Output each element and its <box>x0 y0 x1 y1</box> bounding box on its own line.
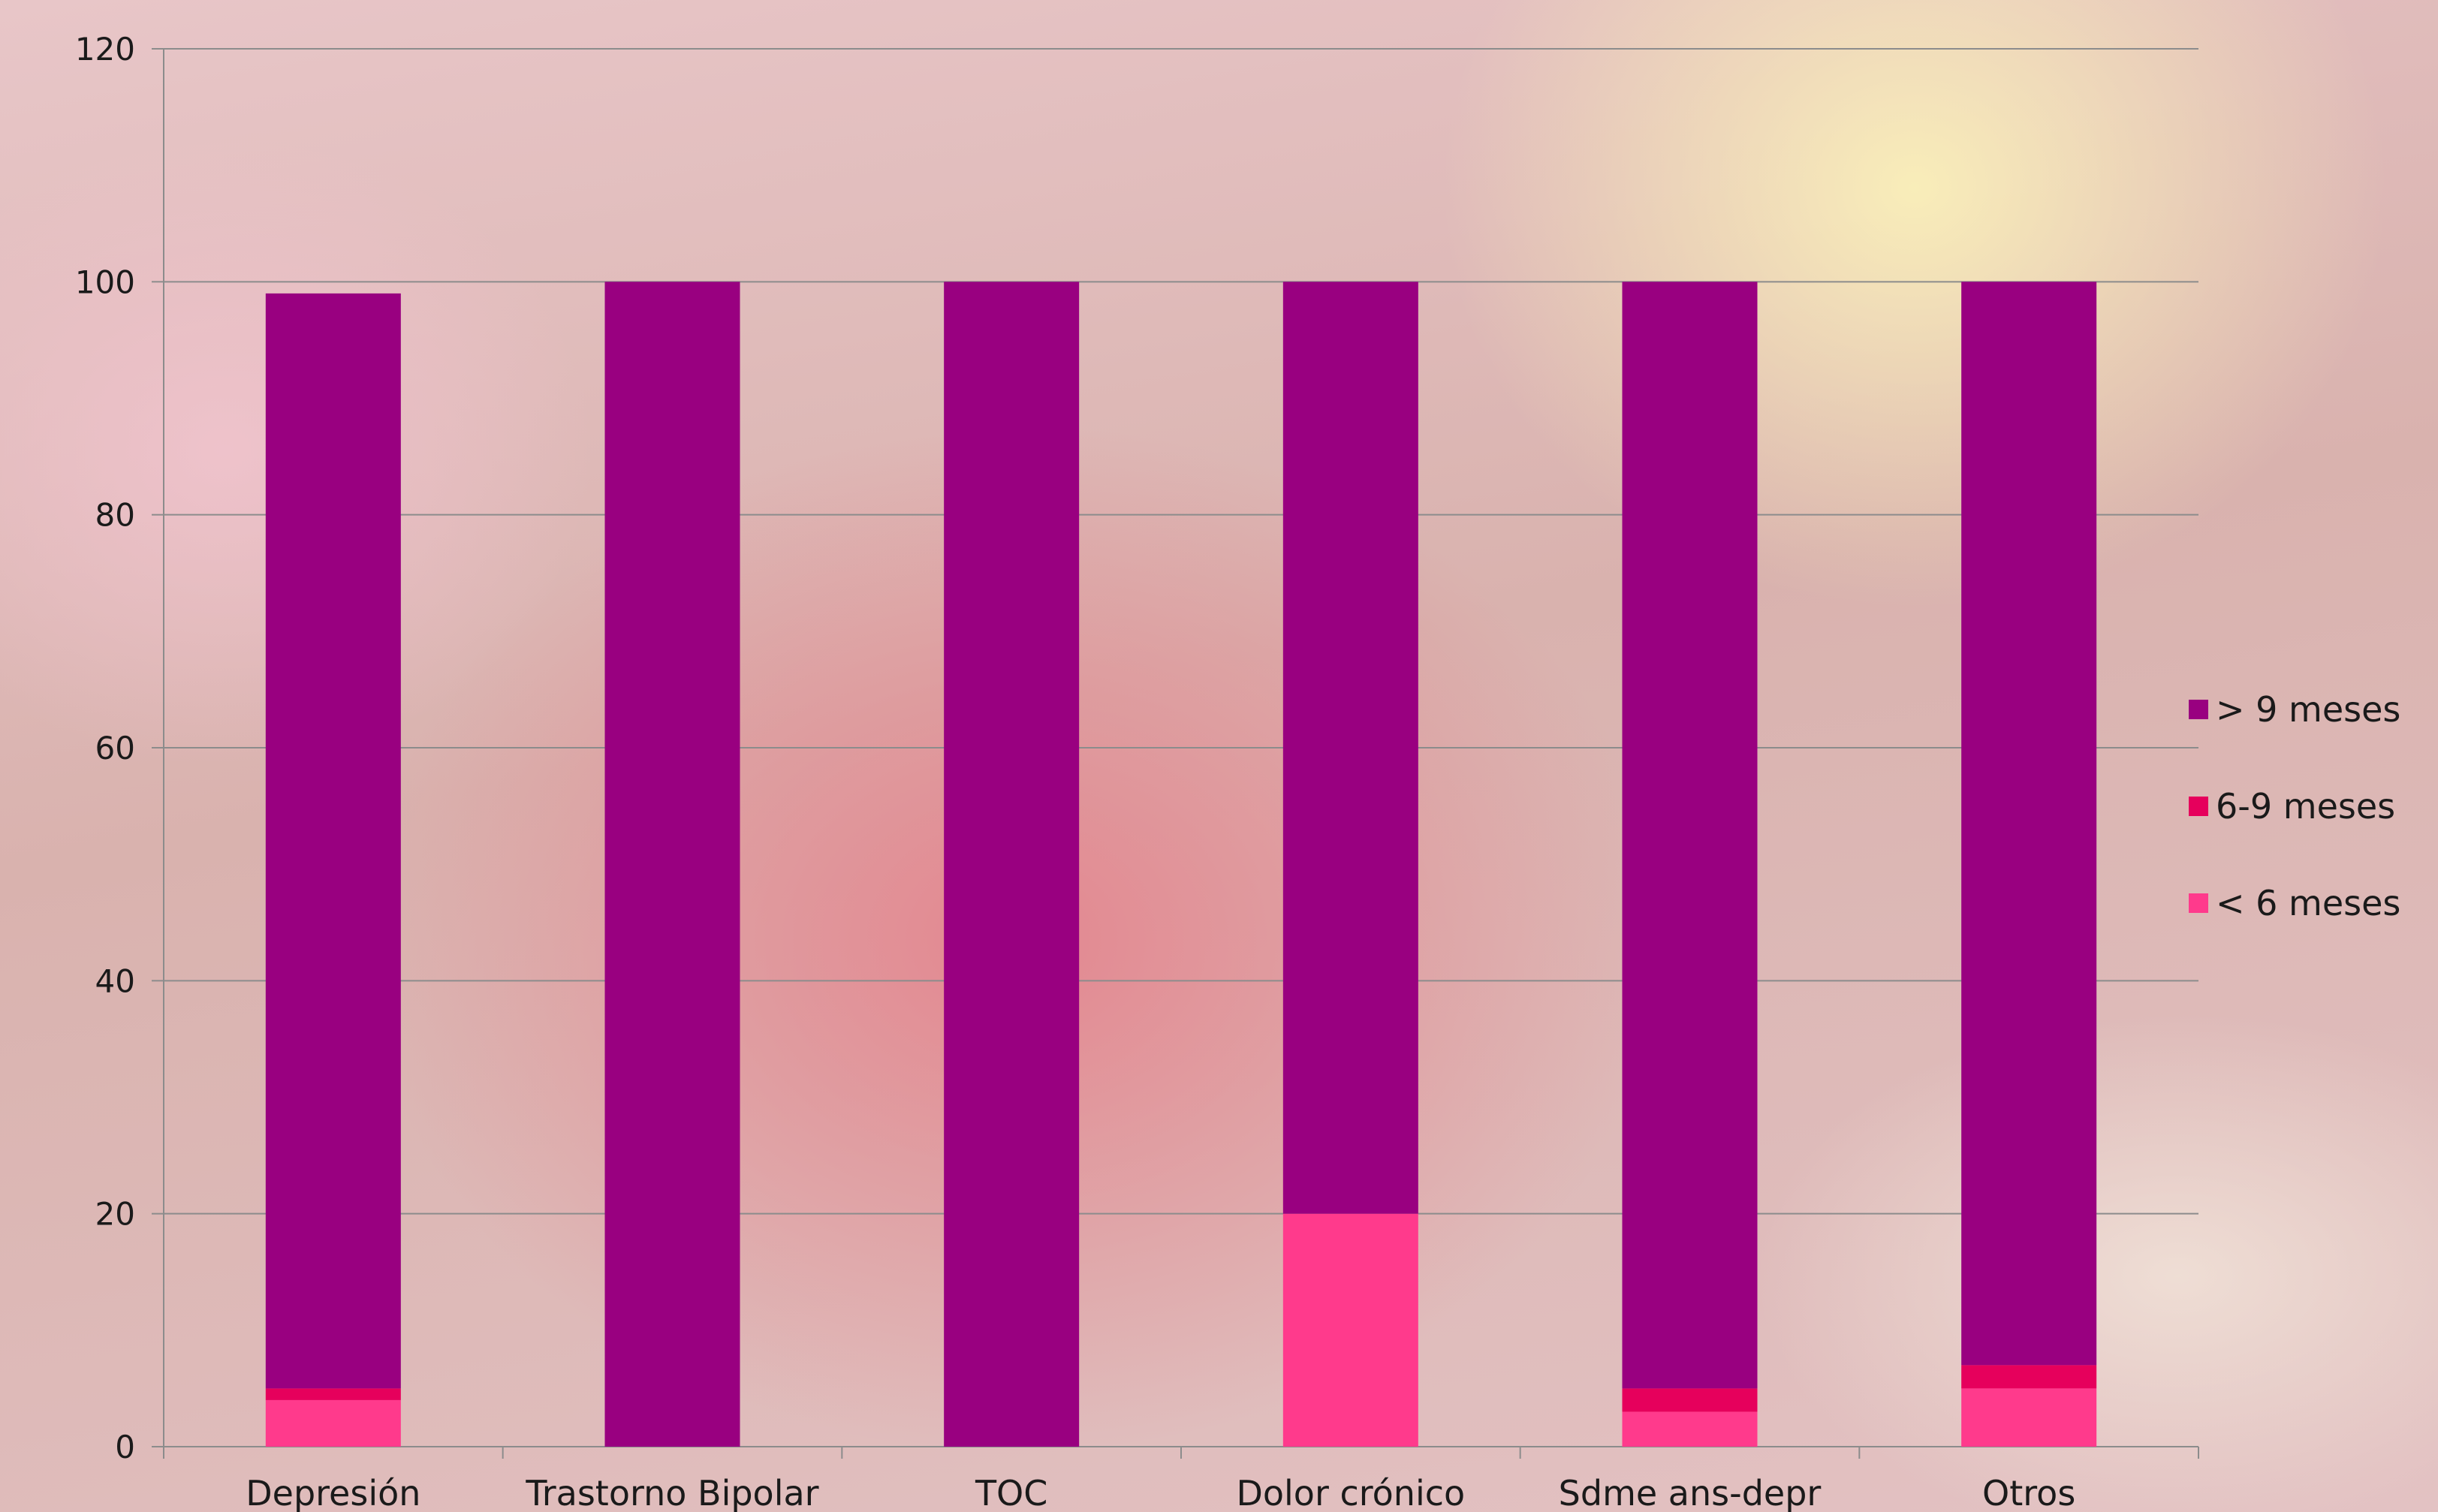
x-category-labels: Depresión Trastorno Bipolar TOC Dolor cróni… <box>246 1473 2075 1512</box>
legend-swatch <box>2189 797 2208 816</box>
legend-swatch <box>2189 700 2208 719</box>
x-category-label: Sdme ans-depr <box>1559 1473 1822 1512</box>
legend: > 9 meses 6-9 meses < 6 meses <box>2189 689 2400 923</box>
legend-label: < 6 meses <box>2216 883 2400 923</box>
y-tick-label: 40 <box>95 962 135 999</box>
bar-segment <box>604 282 740 1447</box>
bar-segment <box>1961 282 2097 1366</box>
bars <box>265 282 2097 1447</box>
y-tick-label: 20 <box>95 1196 135 1233</box>
y-tick-label: 100 <box>75 264 135 300</box>
x-category-label: TOC <box>975 1473 1047 1512</box>
legend-swatch <box>2189 893 2208 913</box>
y-tick-label: 120 <box>75 31 135 68</box>
y-tick-label: 60 <box>95 730 135 767</box>
bar-segment <box>265 1388 401 1400</box>
bar-segment <box>1282 282 1418 1214</box>
x-category-label: Otros <box>1982 1473 2075 1512</box>
y-tick-label: 80 <box>95 497 135 534</box>
bar-segment <box>944 282 1080 1447</box>
x-category-label: Depresión <box>246 1473 420 1512</box>
axes <box>152 48 2199 1459</box>
bar-segment <box>1622 1388 1758 1412</box>
x-category-label: Dolor crónico <box>1236 1473 1465 1512</box>
legend-label: > 9 meses <box>2216 689 2400 730</box>
bar-segment <box>1622 1411 1758 1447</box>
bar-segment <box>265 293 401 1389</box>
y-tick-labels: 0 20 40 60 80 100 120 <box>75 31 135 1465</box>
y-tick-label: 0 <box>115 1429 135 1465</box>
legend-label: 6-9 meses <box>2216 786 2395 827</box>
x-category-label: Trastorno Bipolar <box>525 1473 818 1512</box>
bar-segment <box>1961 1388 2097 1447</box>
bar-segment <box>1622 282 1758 1389</box>
gridlines <box>164 48 2198 1215</box>
bar-segment <box>1282 1213 1418 1447</box>
bar-segment <box>1961 1365 2097 1389</box>
bar-segment <box>265 1399 401 1447</box>
